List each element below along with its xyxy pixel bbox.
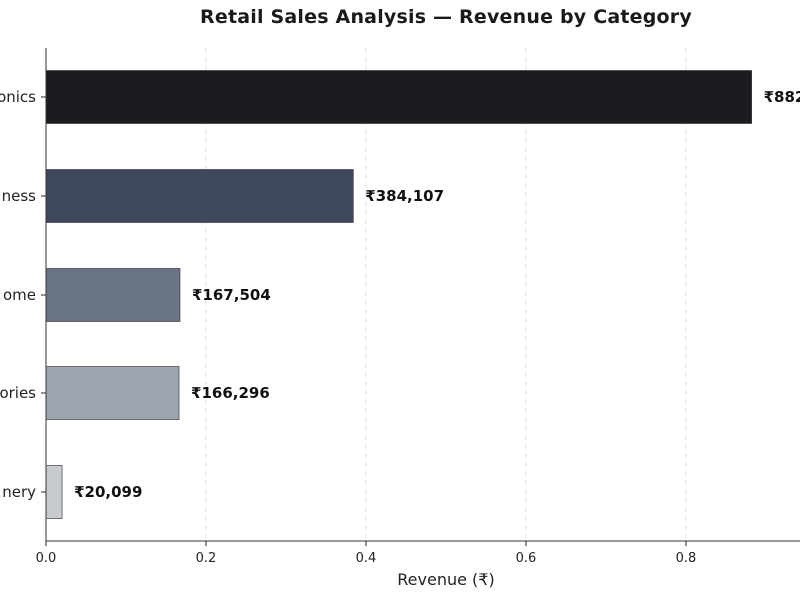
category-label: nery bbox=[2, 483, 36, 501]
category-label: ome bbox=[3, 286, 36, 304]
bar bbox=[45, 70, 752, 124]
category-label: onics bbox=[0, 88, 36, 106]
bar bbox=[45, 465, 63, 519]
value-label: ₹882 bbox=[764, 88, 800, 106]
bar bbox=[45, 268, 181, 322]
x-tick-label: 0.4 bbox=[356, 551, 377, 566]
x-tick-label: 0.6 bbox=[516, 551, 537, 566]
category-label: ness bbox=[2, 187, 37, 205]
bar bbox=[45, 169, 354, 223]
bar bbox=[45, 366, 180, 420]
value-label: ₹166,296 bbox=[191, 384, 270, 402]
value-label: ₹20,099 bbox=[74, 483, 142, 501]
x-tick-label: 0.0 bbox=[36, 551, 57, 566]
value-label: ₹384,107 bbox=[365, 187, 444, 205]
x-axis-label: Revenue (₹) bbox=[397, 570, 494, 589]
value-label: ₹167,504 bbox=[192, 286, 271, 304]
chart-title: Retail Sales Analysis — Revenue by Categ… bbox=[200, 6, 692, 28]
x-tick-label: 0.2 bbox=[196, 551, 217, 566]
category-label: ories bbox=[0, 384, 36, 402]
x-tick-label: 0.8 bbox=[676, 551, 697, 566]
